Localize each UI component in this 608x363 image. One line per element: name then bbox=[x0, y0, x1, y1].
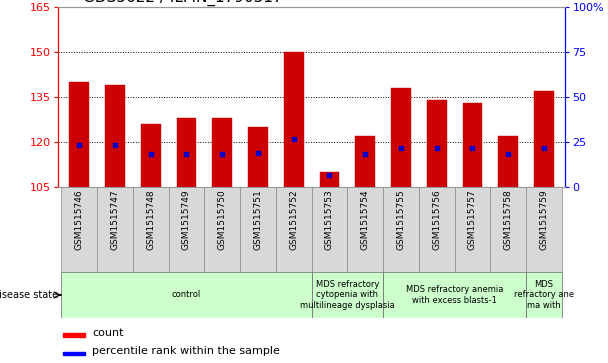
Bar bbox=[311, 272, 383, 318]
Bar bbox=[320, 172, 339, 187]
Bar bbox=[526, 272, 562, 318]
Text: GSM1515749: GSM1515749 bbox=[182, 189, 191, 250]
Text: MDS refractory
cytopenia with
multilineage dysplasia: MDS refractory cytopenia with multilinea… bbox=[300, 280, 395, 310]
Bar bbox=[212, 118, 232, 187]
Bar bbox=[61, 272, 311, 318]
Bar bbox=[526, 187, 562, 272]
Text: GSM1515754: GSM1515754 bbox=[361, 189, 370, 250]
Text: GSM1515746: GSM1515746 bbox=[75, 189, 84, 250]
Bar bbox=[311, 187, 347, 272]
Text: GSM1515753: GSM1515753 bbox=[325, 189, 334, 250]
Text: GSM1515751: GSM1515751 bbox=[254, 189, 263, 250]
Text: GSM1515759: GSM1515759 bbox=[539, 189, 548, 250]
Bar bbox=[97, 187, 133, 272]
Text: GSM1515756: GSM1515756 bbox=[432, 189, 441, 250]
Text: MDS
refractory ane
ma with: MDS refractory ane ma with bbox=[514, 280, 574, 310]
Bar bbox=[455, 187, 491, 272]
Bar bbox=[347, 187, 383, 272]
Bar bbox=[240, 187, 276, 272]
Bar bbox=[534, 91, 554, 187]
Bar bbox=[391, 88, 411, 187]
Text: GDS5622 / ILMN_1790317: GDS5622 / ILMN_1790317 bbox=[83, 0, 283, 6]
Text: GSM1515755: GSM1515755 bbox=[396, 189, 406, 250]
Bar bbox=[284, 52, 303, 187]
Bar bbox=[63, 351, 85, 355]
Text: MDS refractory anemia
with excess blasts-1: MDS refractory anemia with excess blasts… bbox=[406, 285, 503, 305]
Bar bbox=[356, 136, 375, 187]
Bar bbox=[61, 187, 97, 272]
Bar bbox=[105, 85, 125, 187]
Bar bbox=[427, 100, 446, 187]
Bar bbox=[499, 136, 518, 187]
Text: GSM1515750: GSM1515750 bbox=[218, 189, 227, 250]
Text: GSM1515752: GSM1515752 bbox=[289, 189, 298, 250]
Bar bbox=[383, 272, 526, 318]
Text: control: control bbox=[172, 290, 201, 299]
Bar bbox=[141, 124, 161, 187]
Bar bbox=[177, 118, 196, 187]
Bar bbox=[63, 333, 85, 337]
Text: count: count bbox=[92, 327, 124, 338]
Bar bbox=[248, 127, 268, 187]
Text: GSM1515758: GSM1515758 bbox=[504, 189, 513, 250]
Text: GSM1515748: GSM1515748 bbox=[146, 189, 155, 250]
Text: GSM1515757: GSM1515757 bbox=[468, 189, 477, 250]
Text: disease state: disease state bbox=[0, 290, 58, 300]
Text: percentile rank within the sample: percentile rank within the sample bbox=[92, 346, 280, 356]
Bar bbox=[491, 187, 526, 272]
Bar bbox=[276, 187, 311, 272]
Bar bbox=[168, 187, 204, 272]
Bar bbox=[133, 187, 168, 272]
Bar bbox=[204, 187, 240, 272]
Bar bbox=[383, 187, 419, 272]
Bar bbox=[69, 82, 89, 187]
Bar bbox=[463, 103, 482, 187]
Bar bbox=[419, 187, 455, 272]
Text: GSM1515747: GSM1515747 bbox=[111, 189, 119, 250]
